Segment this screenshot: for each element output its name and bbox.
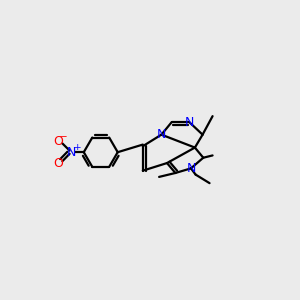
Text: O: O: [53, 157, 63, 169]
Text: +: +: [73, 142, 80, 152]
Text: O: O: [53, 135, 63, 148]
Text: N: N: [184, 116, 194, 129]
Text: N: N: [186, 162, 196, 175]
Text: N: N: [67, 146, 76, 159]
Text: N: N: [157, 128, 166, 141]
Text: −: −: [59, 132, 68, 142]
